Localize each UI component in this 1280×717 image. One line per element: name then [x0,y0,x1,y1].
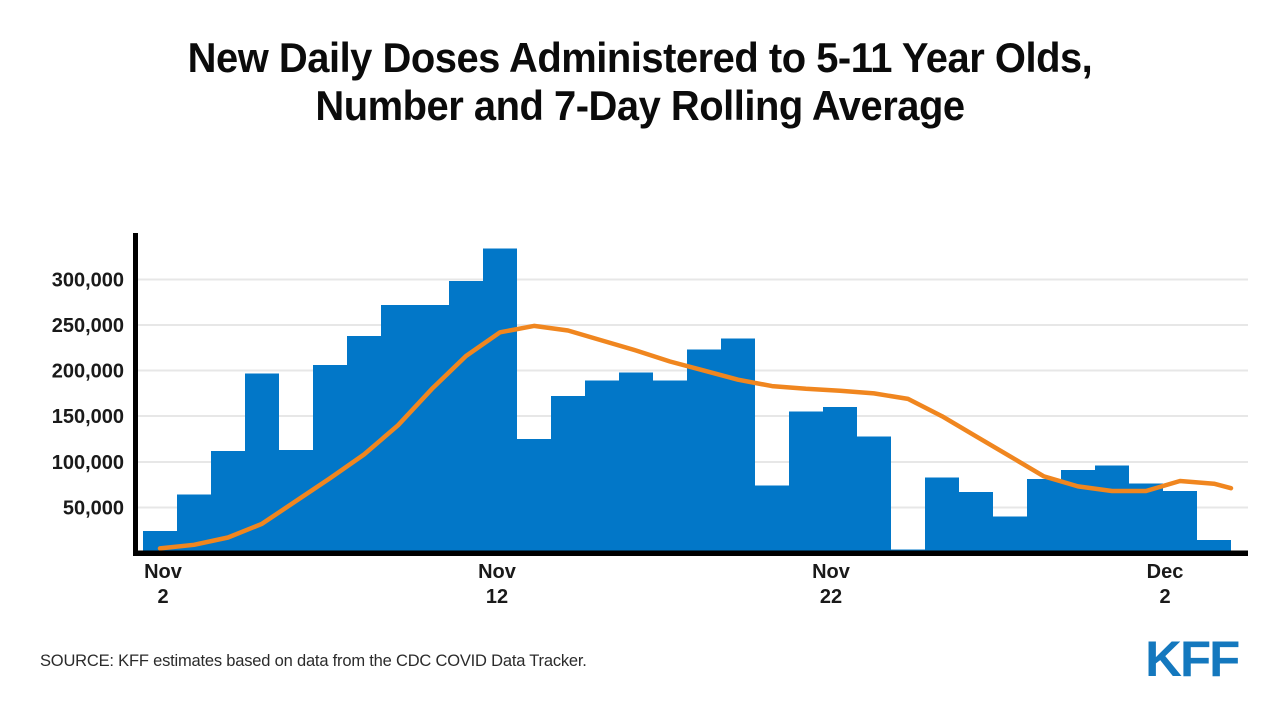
y-tick-label-200,000: 200,000 [52,361,124,383]
bar-nov-25 [925,477,959,553]
chart-title-line-2: Number and 7-Day Rolling Average [315,82,965,129]
bar-nov-21 [789,411,823,553]
rolling-average-line [157,323,1234,551]
bar-nov-17 [653,380,687,553]
bar-nov-10 [415,304,449,553]
bar-dec-2 [1163,490,1197,553]
bar-nov-15 [585,380,619,553]
x-tick-label-nov-2-month: Nov [144,561,183,583]
bar-dec-3 [1197,540,1231,553]
bar-nov-23 [857,436,891,553]
bar-nov-22 [823,407,857,553]
bar-dec-1 [1129,483,1163,553]
bar-nov-27 [993,516,1027,553]
y-tick-label-50,000: 50,000 [63,497,124,519]
bar-nov-19 [721,338,755,553]
x-tick-label-nov-22-day: 22 [820,586,842,608]
bar-nov-30 [1095,465,1129,553]
y-tick-label-150,000: 150,000 [52,406,124,428]
bar-nov-12 [483,248,517,553]
source-note: SOURCE: KFF estimates based on data from… [40,652,587,670]
bar-nov-9 [381,304,415,553]
bar-nov-14 [551,396,585,553]
y-tick-label-300,000: 300,000 [52,269,124,291]
x-tick-label-dec-2-day: 2 [1159,586,1170,608]
bar-nov-26 [959,491,993,553]
y-tick-label-250,000: 250,000 [52,315,124,337]
bar-nov-7 [313,365,347,553]
bar-nov-28 [1027,479,1061,553]
x-tick-label-nov-22-month: Nov [812,561,851,583]
y-axis-line [133,233,138,556]
chart-title-line-1: New Daily Doses Administered to 5-11 Yea… [187,34,1093,81]
bar-nov-13 [517,439,551,553]
bar-nov-20 [755,485,789,553]
bar-nov-11 [449,281,483,553]
bar-nov-16 [619,372,653,553]
kff-logo: KFF [1144,631,1240,687]
x-tick-label-nov-12-month: Nov [478,561,517,583]
x-axis-line [133,550,1248,556]
bar-nov-18 [687,349,721,553]
x-tick-label-nov-2-day: 2 [157,586,168,608]
chart-title: New Daily Doses Administered to 5-11 Yea… [0,34,1280,130]
y-tick-label-100,000: 100,000 [52,452,124,474]
x-tick-label-nov-12-day: 12 [486,586,508,608]
x-tick-label-dec-2-month: Dec [1147,561,1184,583]
